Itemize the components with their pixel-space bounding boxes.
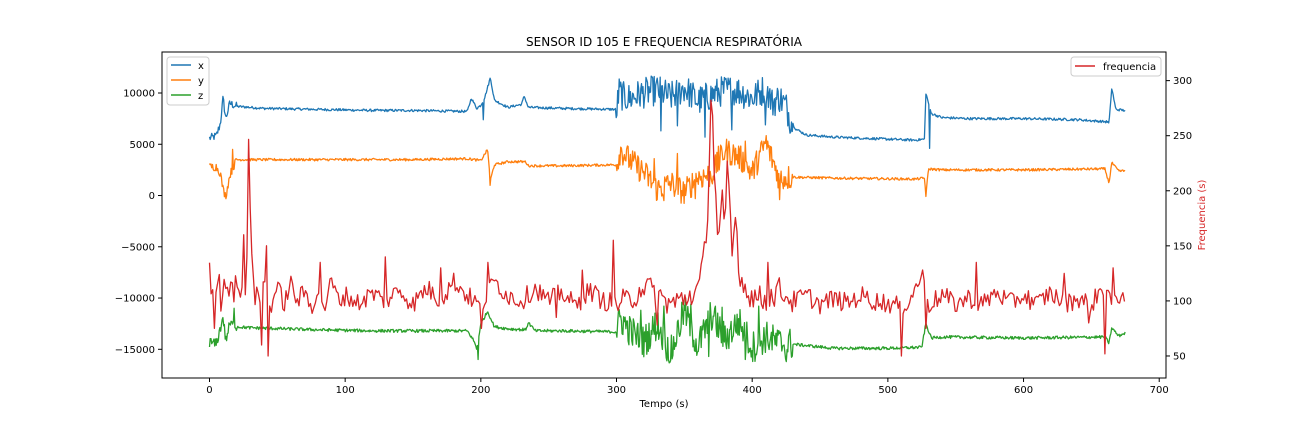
y-right-tick-label: 50 — [1173, 351, 1186, 362]
legend-z-label: z — [198, 91, 203, 102]
legend-frequencia-label: frequencia — [1103, 62, 1156, 73]
x-axis-label: Tempo (s) — [639, 399, 689, 410]
y-left-tick-label: −10000 — [115, 294, 155, 305]
y-left-tick-label: 10000 — [123, 89, 155, 100]
y-axis-right: 300 250 200 150 100 50 — [1166, 76, 1192, 362]
y-right-tick-label: 250 — [1173, 131, 1192, 142]
x-tick-label: 0 — [206, 385, 212, 396]
legend-left-box — [166, 56, 210, 106]
plot-frame — [161, 51, 1167, 379]
y-left-tick-label: −5000 — [121, 242, 155, 253]
y-left-tick-label: 5000 — [130, 140, 155, 151]
legend-left: x y z — [166, 56, 210, 106]
series-line-y — [208, 135, 1126, 205]
series-line-frequencia — [208, 99, 1126, 357]
y-left-tick-label: −15000 — [115, 345, 155, 356]
y-right-tick-label: 100 — [1173, 296, 1192, 307]
y-right-tick-label: 200 — [1173, 186, 1192, 197]
series-line-z — [208, 297, 1126, 364]
chart-title: SENSOR ID 105 E FREQUENCIA RESPIRATÓRIA — [526, 34, 803, 49]
x-tick-label: 300 — [607, 385, 626, 396]
legend-right: frequencia — [1070, 56, 1162, 77]
y-left-tick-label: 0 — [149, 191, 155, 202]
x-tick-label: 600 — [1014, 385, 1033, 396]
x-tick-label: 500 — [878, 385, 897, 396]
legend-x-label: x — [198, 61, 204, 72]
x-tick-label: 700 — [1150, 385, 1169, 396]
x-tick-label: 200 — [471, 385, 490, 396]
legend-right-box — [1070, 56, 1162, 77]
y-axis-left: 10000 5000 0 −5000 −10000 −15000 — [115, 89, 162, 356]
y-right-tick-label: 150 — [1173, 241, 1192, 252]
y-right-tick-label: 300 — [1173, 76, 1192, 87]
series-line-x — [208, 75, 1126, 150]
x-tick-label: 100 — [336, 385, 355, 396]
x-tick-label: 400 — [743, 385, 762, 396]
legend-y-label: y — [198, 76, 204, 87]
y-axis-right-label: Frequencia (s) — [1197, 179, 1208, 250]
plot-area — [208, 75, 1126, 364]
x-axis: 0 100 200 300 400 500 600 700 — [206, 378, 1169, 396]
